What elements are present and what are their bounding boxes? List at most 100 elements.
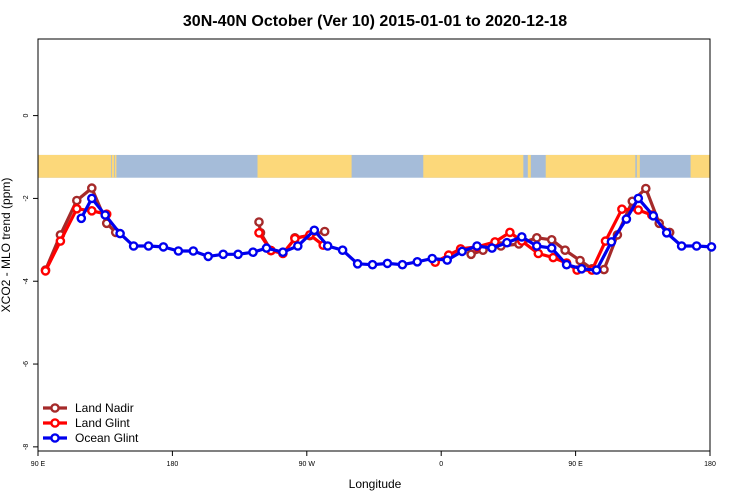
data-point-ocean-glint (248, 247, 258, 257)
data-point-land-glint (548, 252, 559, 263)
data-point-ocean-glint (606, 237, 617, 247)
data-point-land-glint (55, 236, 66, 246)
legend-label: Ocean Glint (75, 431, 139, 445)
x-tick-label: 0 (439, 461, 443, 468)
data-point-land-nadir (575, 255, 585, 266)
data-point-ocean-glint (337, 245, 348, 255)
data-point-ocean-glint (382, 258, 393, 269)
y-tick-label: -6 (23, 361, 30, 367)
data-point-land-nadir (546, 234, 557, 245)
data-point-ocean-glint (352, 258, 363, 269)
map-land-0 (38, 154, 112, 178)
legend-item-land-glint: Land Glint (43, 416, 130, 430)
data-point-land-nadir (319, 226, 330, 237)
data-point-ocean-glint (309, 225, 320, 236)
data-point-ocean-glint (648, 210, 659, 221)
data-point-ocean-glint (457, 246, 467, 257)
data-point-ocean-glint (661, 227, 672, 238)
data-point-land-nadir (466, 249, 476, 260)
chart-title: 30N-40N October (Ver 10) 2015-01-01 to 2… (183, 13, 567, 30)
y-tick-label: 0 (23, 114, 30, 118)
data-point-land-nadir (87, 183, 97, 193)
data-point-ocean-glint (367, 259, 378, 270)
legend-label: Land Nadir (75, 401, 134, 415)
data-point-ocean-glint (128, 241, 139, 251)
data-point-ocean-glint (576, 263, 587, 274)
data-point-land-nadir (599, 264, 609, 275)
map-land-2 (114, 154, 117, 178)
legend-marker (50, 403, 60, 413)
series-ocean-glint (76, 193, 717, 275)
data-point-land-nadir (560, 245, 570, 255)
x-tick-label: 180 (167, 461, 179, 468)
map-land-6 (545, 154, 636, 178)
data-point-land-nadir (532, 232, 542, 243)
data-point-ocean-glint (706, 242, 717, 252)
data-point-land-glint (87, 205, 97, 216)
data-point-ocean-glint (487, 243, 497, 253)
y-tick-label: -2 (23, 195, 30, 201)
data-point-ocean-glint (591, 265, 602, 275)
data-point-land-glint (72, 203, 82, 214)
data-point-ocean-glint (292, 241, 303, 251)
data-point-land-glint (254, 227, 264, 238)
map-land-5 (527, 154, 531, 178)
data-point-ocean-glint (76, 213, 87, 224)
data-point-ocean-glint (621, 214, 632, 224)
data-point-ocean-glint (278, 247, 288, 257)
legend-marker (50, 433, 60, 443)
data-point-ocean-glint (442, 255, 453, 265)
data-point-ocean-glint (546, 243, 557, 253)
map-land-1 (111, 154, 115, 178)
x-tick-label: 90 W (299, 461, 316, 468)
map-land-8 (690, 154, 710, 178)
data-point-ocean-glint (218, 249, 228, 260)
data-point-ocean-glint (427, 253, 438, 264)
data-point-land-glint (633, 205, 644, 215)
world-map-band (38, 154, 710, 178)
x-axis-label: Longitude (349, 477, 402, 491)
map-land-4 (423, 154, 524, 178)
legend-marker (50, 418, 60, 428)
data-point-land-glint (617, 204, 627, 214)
data-point-ocean-glint (676, 241, 687, 251)
data-point-land-glint (533, 248, 544, 259)
series-line-ocean-glint (79, 196, 712, 272)
data-point-ocean-glint (87, 193, 97, 204)
x-tick-label: 90 E (31, 461, 46, 468)
map-land-3 (257, 154, 352, 178)
x-tick-label: 90 E (568, 461, 583, 468)
data-point-ocean-glint (691, 241, 702, 251)
data-point-ocean-glint (633, 193, 644, 204)
series-layer (40, 183, 717, 276)
data-point-ocean-glint (233, 249, 243, 260)
x-axis: 90 E 180 90 W 0 90 E 180 (31, 451, 716, 468)
data-point-ocean-glint (322, 241, 333, 251)
data-point-land-glint (40, 266, 51, 276)
y-tick-label: -4 (23, 278, 30, 284)
data-point-land-nadir (641, 183, 651, 194)
data-point-ocean-glint (173, 246, 184, 256)
data-point-ocean-glint (412, 256, 423, 267)
x-tick-label: 180 (704, 461, 716, 468)
legend-label: Land Glint (75, 416, 130, 430)
map-ocean (38, 154, 710, 178)
data-point-ocean-glint (261, 243, 272, 253)
data-point-ocean-glint (158, 242, 169, 252)
data-point-land-nadir (72, 195, 82, 206)
y-axis-label: XCO2 - MLO trend (ppm) (0, 178, 13, 313)
data-point-ocean-glint (203, 251, 213, 262)
y-axis: 0 -2 -4 -6 -8 (23, 114, 38, 450)
data-point-ocean-glint (517, 232, 527, 242)
series-line-land-glint (44, 207, 108, 272)
data-point-land-glint (290, 233, 300, 244)
data-point-ocean-glint (115, 228, 125, 239)
data-point-land-nadir (254, 217, 264, 227)
data-point-ocean-glint (397, 259, 408, 270)
legend-item-land-nadir: Land Nadir (43, 401, 134, 415)
data-point-ocean-glint (561, 259, 572, 270)
legend-item-ocean-glint: Ocean Glint (43, 431, 139, 445)
data-point-ocean-glint (143, 241, 154, 251)
